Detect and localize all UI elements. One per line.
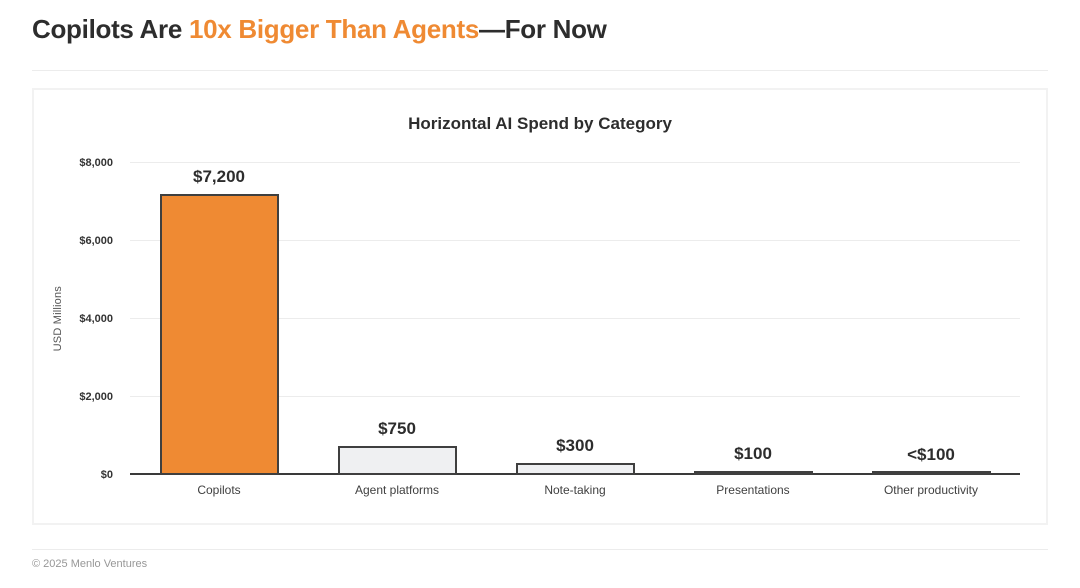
plot-area: $7,200 $750 $300 $100 <$100 bbox=[130, 162, 1020, 475]
y-axis-ticks: $0 $2,000 $4,000 $6,000 $8,000 bbox=[34, 157, 122, 481]
x-tick-label: Other productivity bbox=[883, 483, 979, 497]
gridline bbox=[130, 318, 1020, 319]
y-tick-label: $2,000 bbox=[79, 391, 113, 403]
value-label: $7,200 bbox=[193, 167, 245, 186]
bar-copilots bbox=[160, 194, 279, 475]
x-tick-label: Note-taking bbox=[544, 483, 606, 497]
bar-other-productivity bbox=[872, 471, 991, 475]
y-tick-label: $8,000 bbox=[79, 157, 113, 169]
page-title-highlight: 10x Bigger Than Agents bbox=[188, 14, 479, 44]
page-title-suffix: —For Now bbox=[479, 14, 607, 44]
y-tick-label: $4,000 bbox=[79, 313, 113, 325]
gridline bbox=[130, 396, 1020, 397]
x-tick-label: Agent platforms bbox=[354, 483, 440, 497]
header-divider bbox=[32, 70, 1048, 71]
gridline bbox=[130, 240, 1020, 241]
value-label: $750 bbox=[378, 419, 416, 438]
chart-title: Horizontal AI Spend by Category bbox=[408, 114, 672, 133]
y-tick-label: $6,000 bbox=[79, 235, 113, 247]
y-tick-label: $0 bbox=[100, 469, 113, 481]
chart-card: Horizontal AI Spend by Category USD Mill… bbox=[32, 88, 1048, 525]
footer-divider bbox=[32, 549, 1048, 550]
gridline bbox=[130, 162, 1020, 163]
value-label: <$100 bbox=[907, 445, 955, 464]
bar-agent-platforms bbox=[338, 446, 457, 475]
value-label: $100 bbox=[734, 444, 772, 463]
bar-note-taking bbox=[516, 463, 635, 475]
x-tick-label: Copilots bbox=[197, 483, 241, 497]
bar-presentations bbox=[694, 471, 813, 475]
x-axis-labels: Copilots Agent platforms Note-taking Presen… bbox=[130, 483, 1020, 501]
footer-copyright: © 2025 Menlo Ventures bbox=[32, 558, 148, 570]
value-label: $300 bbox=[556, 436, 594, 455]
page-title-prefix: Copilots Are bbox=[32, 14, 189, 44]
x-tick-label: Presentations bbox=[716, 483, 790, 497]
page-title: Copilots Are 10x Bigger Than Agents—For … bbox=[32, 14, 607, 45]
